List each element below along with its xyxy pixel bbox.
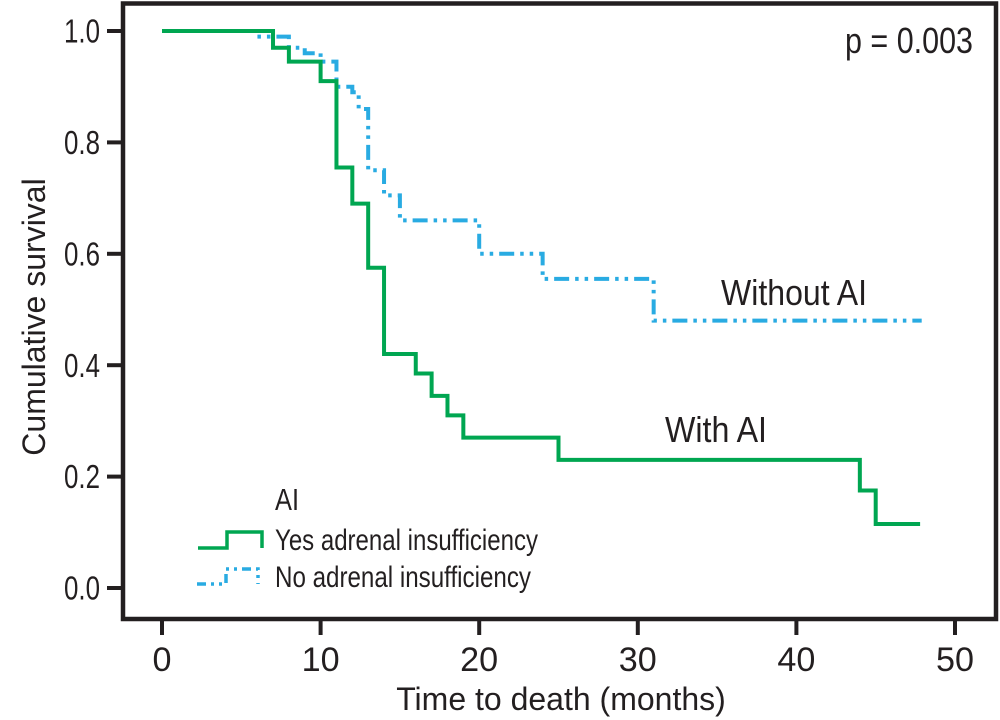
p-value-label: p = 0.003 bbox=[845, 20, 973, 61]
x-tick-label: 20 bbox=[460, 641, 498, 679]
y-axis-title: Cumulative survival bbox=[16, 178, 52, 455]
survival-curves bbox=[162, 29, 922, 526]
curve-label-without-ai: Without AI bbox=[721, 272, 867, 313]
legend-item-yes-label: Yes adrenal insufficiency bbox=[275, 524, 538, 557]
survival-curve-no-adrenal-insufficiency bbox=[162, 29, 922, 323]
x-axis-ticks: 0 10 20 30 40 50 bbox=[153, 619, 974, 679]
y-tick-label: 0.0 bbox=[64, 570, 100, 607]
x-tick-label: 0 bbox=[153, 641, 172, 679]
x-tick-label: 40 bbox=[777, 641, 815, 679]
y-tick-label: 0.8 bbox=[64, 124, 100, 161]
legend-title: AI bbox=[275, 482, 299, 517]
x-axis-title: Time to death (months) bbox=[396, 681, 726, 717]
y-tick-label: 0.4 bbox=[64, 347, 100, 384]
x-tick-label: 30 bbox=[619, 641, 657, 679]
legend-key-line-no bbox=[197, 567, 260, 586]
y-tick-label: 1.0 bbox=[64, 13, 100, 50]
plot-area-border bbox=[120, 1, 999, 622]
x-tick-label: 50 bbox=[936, 641, 974, 679]
survival-curve-yes-adrenal-insufficiency bbox=[162, 29, 921, 526]
legend-glyphs bbox=[197, 530, 264, 586]
y-tick-label: 0.2 bbox=[64, 458, 100, 495]
x-tick-label: 10 bbox=[302, 641, 340, 679]
y-axis-ticks: 1.0 0.8 0.6 0.4 0.2 0.0 bbox=[64, 13, 123, 607]
legend-item-no-label: No adrenal insufficiency bbox=[275, 561, 531, 594]
curve-label-with-ai: With AI bbox=[665, 409, 767, 450]
y-tick-label: 0.6 bbox=[64, 235, 100, 272]
legend-key-line-yes bbox=[198, 530, 264, 550]
